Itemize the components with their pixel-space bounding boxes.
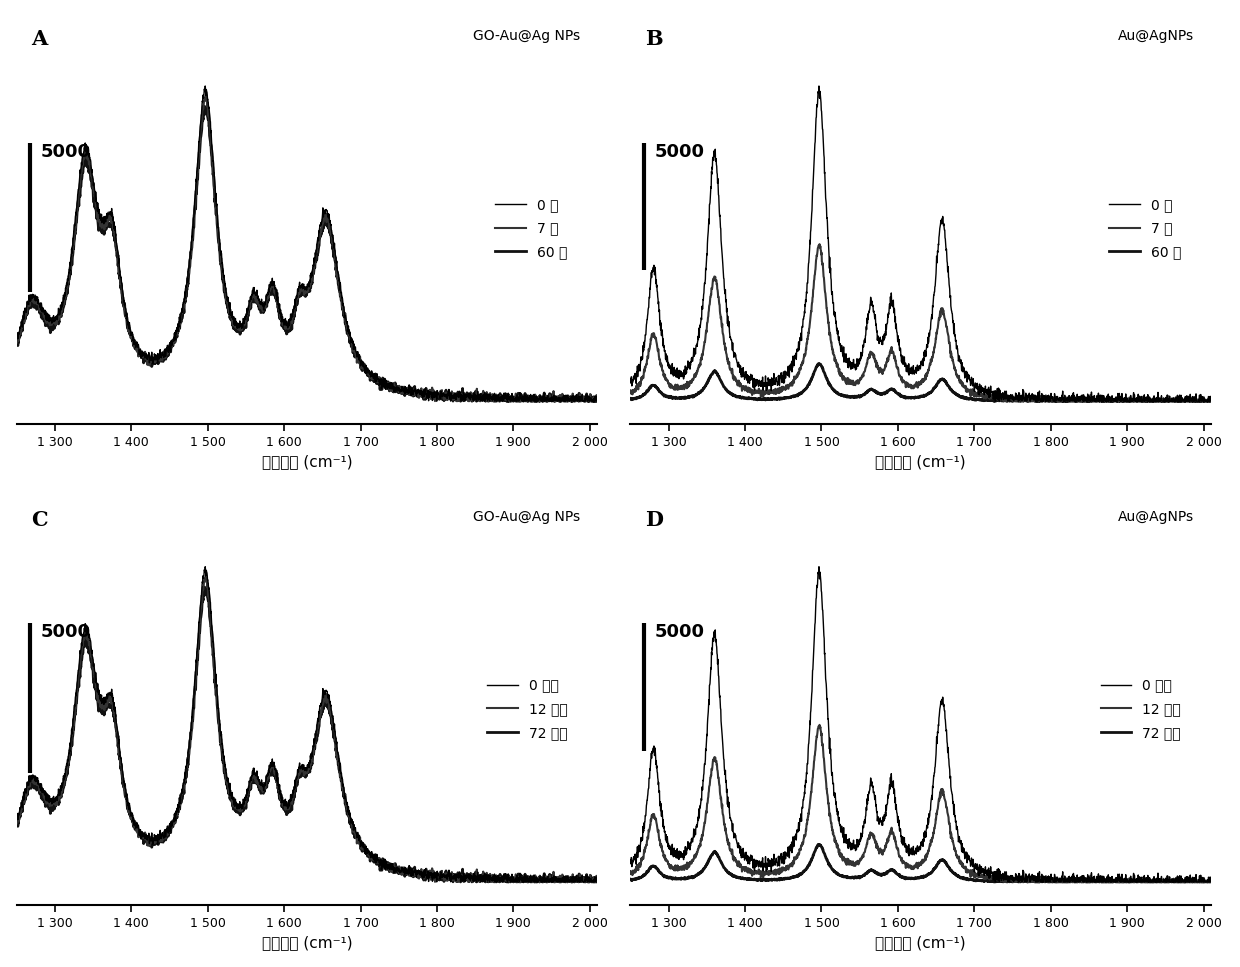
Text: GO-Au@Ag NPs: GO-Au@Ag NPs [472, 510, 580, 523]
Legend: 0 天, 7 天, 60 天: 0 天, 7 天, 60 天 [490, 192, 573, 265]
Text: Au@AgNPs: Au@AgNPs [1117, 29, 1194, 43]
X-axis label: 拉曼位移 (cm⁻¹): 拉曼位移 (cm⁻¹) [875, 454, 966, 470]
X-axis label: 拉曼位移 (cm⁻¹): 拉曼位移 (cm⁻¹) [262, 454, 352, 470]
Legend: 0 小时, 12 小时, 72 小时: 0 小时, 12 小时, 72 小时 [1095, 673, 1187, 746]
Text: B: B [645, 29, 662, 49]
Legend: 0 天, 7 天, 60 天: 0 天, 7 天, 60 天 [1104, 192, 1187, 265]
Text: 5000: 5000 [41, 143, 91, 161]
Text: 5000: 5000 [41, 624, 91, 641]
X-axis label: 拉曼位移 (cm⁻¹): 拉曼位移 (cm⁻¹) [262, 935, 352, 951]
Text: D: D [645, 510, 663, 530]
Text: Au@AgNPs: Au@AgNPs [1117, 510, 1194, 523]
X-axis label: 拉曼位移 (cm⁻¹): 拉曼位移 (cm⁻¹) [875, 935, 966, 951]
Text: 5000: 5000 [655, 143, 704, 161]
Text: C: C [31, 510, 48, 530]
Text: 5000: 5000 [655, 624, 704, 641]
Text: A: A [31, 29, 47, 49]
Legend: 0 小时, 12 小时, 72 小时: 0 小时, 12 小时, 72 小时 [481, 673, 573, 746]
Text: GO-Au@Ag NPs: GO-Au@Ag NPs [472, 29, 580, 43]
